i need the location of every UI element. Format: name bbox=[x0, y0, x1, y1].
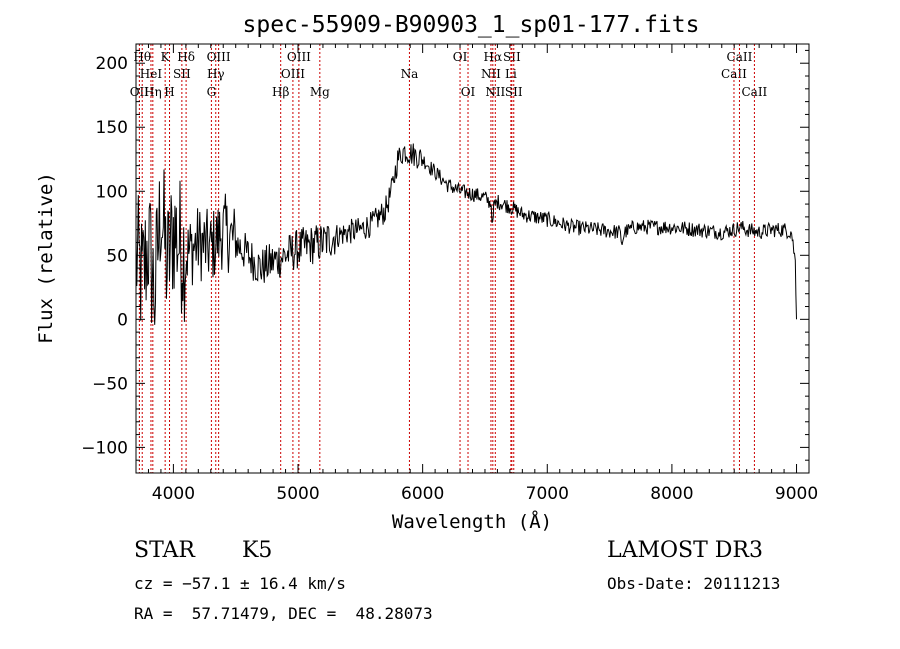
observation-date: Obs-Date: 20111213 bbox=[607, 574, 781, 593]
object-class: STAR bbox=[134, 538, 195, 563]
flux-line bbox=[135, 143, 797, 325]
x-axis-ticks: 4000 5000 6000 7000 8000 9000 bbox=[135, 44, 818, 504]
marker-label-16: OI bbox=[453, 50, 468, 64]
y-tick-label-0: 0 bbox=[117, 310, 128, 330]
coordinates-text: RA = 57.71479, DEC = 48.28073 bbox=[134, 604, 433, 623]
y-axis-ticks: −100 −50 0 50 100 150 200 bbox=[81, 49, 809, 474]
marker-label-0: OII bbox=[130, 85, 150, 99]
spectral-line-markers: OII Hθ Hη HeI K H SII Hδ G Hγ OIII Hβ OIII OIII Mg Na OI… bbox=[130, 44, 768, 473]
marker-label-17: OI bbox=[461, 85, 476, 99]
marker-label-18: NII bbox=[481, 67, 501, 81]
flux-series bbox=[135, 143, 797, 325]
x-axis-label: Wavelength (Å) bbox=[392, 510, 552, 533]
marker-label-24: CaII bbox=[721, 67, 747, 81]
x-tick-label-6000: 6000 bbox=[401, 484, 444, 504]
marker-label-3: HeI bbox=[140, 67, 163, 81]
y-tick-label-50: 50 bbox=[106, 246, 128, 266]
marker-label-19: Hα bbox=[484, 50, 503, 64]
x-tick-label-7000: 7000 bbox=[526, 484, 569, 504]
marker-label-11: Hβ bbox=[272, 85, 289, 99]
marker-label-7: Hδ bbox=[177, 50, 195, 64]
marker-label-10: OIII bbox=[207, 50, 231, 64]
marker-label-8: G bbox=[207, 85, 217, 99]
redshift-text: cz = −57.1 ± 16.4 km/s bbox=[134, 574, 346, 593]
marker-label-21: Li bbox=[505, 67, 517, 81]
y-tick-label-200: 200 bbox=[96, 54, 128, 74]
marker-label-14: Mg bbox=[310, 85, 330, 99]
marker-label-26: CaII bbox=[741, 85, 767, 99]
y-axis-label: Flux (relative) bbox=[35, 172, 57, 344]
y-tick-label--100: −100 bbox=[81, 438, 128, 458]
plot-frame bbox=[135, 43, 810, 474]
marker-label-5: H bbox=[164, 85, 174, 99]
marker-label-1: Hθ bbox=[133, 50, 151, 64]
marker-label-23: SII bbox=[505, 85, 523, 99]
y-tick-label-100: 100 bbox=[96, 182, 128, 202]
marker-label-12: OIII bbox=[281, 67, 305, 81]
marker-label-25: CaII bbox=[727, 50, 753, 64]
x-tick-label-5000: 5000 bbox=[276, 484, 319, 504]
spectral-subclass: K5 bbox=[242, 538, 273, 563]
y-tick-label-150: 150 bbox=[96, 118, 128, 138]
marker-label-4: K bbox=[161, 50, 171, 64]
survey-name: LAMOST DR3 bbox=[607, 538, 763, 563]
x-tick-label-4000: 4000 bbox=[152, 484, 195, 504]
marker-label-9: Hγ bbox=[207, 67, 225, 81]
y-tick-label--50: −50 bbox=[92, 374, 128, 394]
marker-label-13: OIII bbox=[287, 50, 311, 64]
marker-label-6: SII bbox=[173, 67, 191, 81]
marker-label-2: Hη bbox=[144, 85, 162, 99]
marker-label-20: NII bbox=[485, 85, 505, 99]
chart-title: spec-55909-B90903_1_sp01-177.fits bbox=[243, 12, 700, 38]
marker-label-15: Na bbox=[401, 67, 419, 81]
marker-label-22: SII bbox=[503, 50, 521, 64]
x-tick-label-8000: 8000 bbox=[650, 484, 693, 504]
x-tick-label-9000: 9000 bbox=[775, 484, 818, 504]
